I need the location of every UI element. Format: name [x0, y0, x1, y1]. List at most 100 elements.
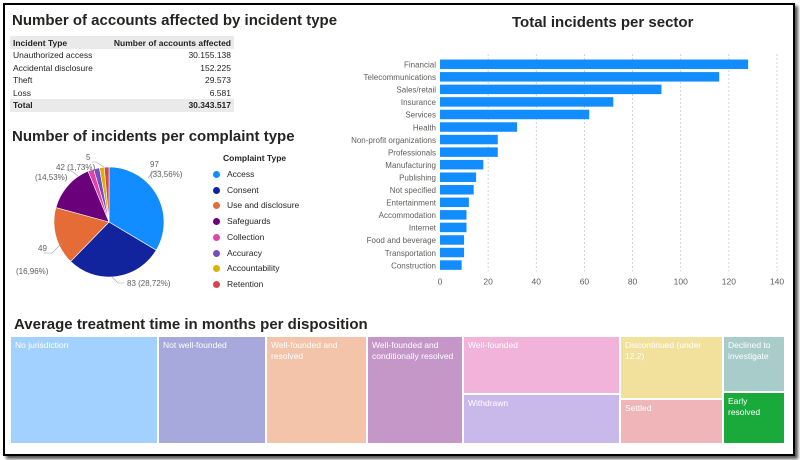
data-label-consent: 83 (28,72%) [127, 279, 171, 288]
y-tick-label: Sales/retail [396, 86, 436, 95]
x-tick-label: 140 [770, 276, 784, 286]
col-incident-type[interactable]: Incident Type [10, 36, 103, 49]
total-label: Total [10, 99, 103, 112]
legend-item-consent[interactable]: Consent [213, 185, 259, 195]
treemap-tile-withdrawn[interactable]: Withdrawn [463, 394, 620, 444]
x-tick-label: 100 [674, 276, 688, 286]
y-tick-label: Transportation [385, 249, 436, 258]
legend-label: Retention [227, 278, 264, 289]
bar-food-and-beverage[interactable] [440, 235, 465, 245]
col-accounts-affected[interactable]: Number of accounts affected [102, 36, 234, 49]
pie-slice-safeguards[interactable] [55, 170, 110, 223]
bar-insurance[interactable] [440, 97, 614, 107]
bar-not-specified[interactable] [440, 185, 474, 195]
x-tick-label: 80 [628, 276, 638, 286]
x-tick-label: 60 [580, 276, 590, 286]
legend-item-safeguards[interactable]: Safeguards [213, 216, 270, 226]
y-tick-label: Insurance [401, 98, 437, 107]
bar-construction[interactable] [440, 260, 462, 270]
pie-slice-retention[interactable] [103, 166, 110, 223]
pie-slice-access[interactable] [108, 166, 165, 251]
pie-slice-consent[interactable] [70, 221, 157, 278]
treemap-tile-well-founded-resolved[interactable]: Well-founded and resolved [266, 336, 367, 444]
bar-professionals[interactable] [440, 147, 498, 157]
legend-title: Complaint Type [223, 153, 287, 163]
legend-label: Accuracy [227, 247, 262, 258]
table-row: Accidental disclosure 152.225 [10, 62, 234, 75]
leader-line-access [147, 170, 160, 179]
treemap-tile-discontinued[interactable]: Discontinued (under 12.2) [620, 336, 723, 399]
legend-label: Access [227, 169, 255, 179]
legend-label: Accountability [227, 263, 280, 274]
table-header-row: Incident Type Number of accounts affecte… [10, 36, 234, 49]
y-tick-label: Professionals [388, 148, 436, 157]
legend-label: Use and disclosure [227, 200, 300, 211]
y-tick-label: Publishing [399, 173, 436, 182]
bar-services[interactable] [440, 109, 590, 120]
legend-item-accountability[interactable]: Accountability [213, 263, 279, 273]
data-label-access-count: 97 [150, 160, 159, 169]
y-tick-label: Food and beverage [367, 236, 437, 245]
legend-item-collection[interactable]: Collection [213, 232, 264, 242]
treemap-tile-well-founded[interactable]: Well-founded [463, 336, 620, 394]
bar-non-profit-organizations[interactable] [440, 134, 498, 145]
row-type: Loss [13, 87, 31, 98]
x-tick-label: 120 [722, 276, 736, 286]
legend-marker [213, 202, 220, 210]
bar-transportation[interactable] [440, 247, 465, 258]
tile-label: Settled [625, 403, 652, 413]
legend-item-access[interactable]: Access [213, 169, 254, 179]
legend-item-retention[interactable]: Retention [213, 279, 263, 289]
bar-chart: 0 20 40 60 80 100 120 140 Financial Telecommunica… [351, 54, 784, 286]
row-type: Unauthorized access [13, 50, 93, 61]
bar-manufacturing[interactable] [440, 159, 484, 170]
bar-accommodation[interactable] [440, 210, 467, 220]
y-tick-label: Non-profit organizations [351, 136, 436, 145]
bar-entertainment[interactable] [440, 197, 469, 208]
row-count: 152.225 [200, 62, 231, 73]
treemap-tile-conditionally-resolved[interactable]: Well-founded and conditionally resolved [367, 336, 463, 444]
legend-marker [213, 186, 220, 194]
total-value: 30.343.517 [102, 99, 234, 112]
tile-label: Withdrawn [468, 398, 509, 408]
y-tick-label: Telecommunications [364, 73, 436, 82]
bar-internet[interactable] [440, 222, 467, 233]
tile-label: No jurisdiction [15, 340, 69, 350]
y-tick-label: Services [405, 111, 436, 120]
leader-line-consent [111, 276, 124, 284]
treemap-tile-settled[interactable]: Settled [620, 399, 723, 444]
y-tick-label: Financial [404, 61, 436, 70]
x-tick-label: 20 [483, 276, 493, 286]
tile-label: Well-founded [468, 340, 518, 350]
bar-publishing[interactable] [440, 172, 477, 182]
table-row: Loss 6.581 [10, 87, 234, 100]
row-count: 6.581 [209, 87, 231, 98]
legend-marker [213, 233, 220, 241]
accounts-table-title: Number of accounts affected by incident … [12, 12, 338, 29]
legend-marker [213, 280, 220, 288]
leader-line-safeguards [66, 169, 79, 177]
y-tick-label: Entertainment [386, 199, 437, 208]
pie-slice-use-and-disclosure[interactable] [53, 207, 110, 262]
legend-item-use-and-disclosure[interactable]: Use and disclosure [213, 200, 299, 210]
bar-financial[interactable] [440, 59, 749, 70]
data-label-use-disclosure-pct: (16,96%) [16, 267, 49, 276]
treemap-tile-declined[interactable]: Declined to investigate [723, 336, 785, 392]
treemap-tile-early-resolved[interactable]: Early resolved [723, 392, 785, 444]
treemap-tile-not-well-founded[interactable]: Not well-founded [158, 336, 266, 444]
tile-label: Well-founded and conditionally resolved [372, 340, 454, 361]
tile-label: Declined to investigate [728, 340, 771, 361]
leader-line-collection [92, 161, 105, 168]
bar-sales-retail[interactable] [440, 84, 662, 95]
legend-label: Consent [227, 184, 259, 195]
y-tick-label: Health [413, 123, 436, 132]
treemap-tile-no-jurisdiction[interactable]: No jurisdiction [10, 336, 158, 444]
pie-chart-title: Number of incidents per complaint type [12, 128, 295, 145]
data-label-access-pct: (33,56%) [150, 170, 183, 179]
legend-item-accuracy[interactable]: Accuracy [213, 248, 262, 258]
x-tick-label: 40 [532, 276, 542, 286]
legend-label: Collection [227, 231, 265, 242]
bar-telecommunications[interactable] [440, 72, 720, 82]
bar-chart-title: Total incidents per sector [512, 14, 694, 31]
bar-health[interactable] [440, 122, 518, 132]
